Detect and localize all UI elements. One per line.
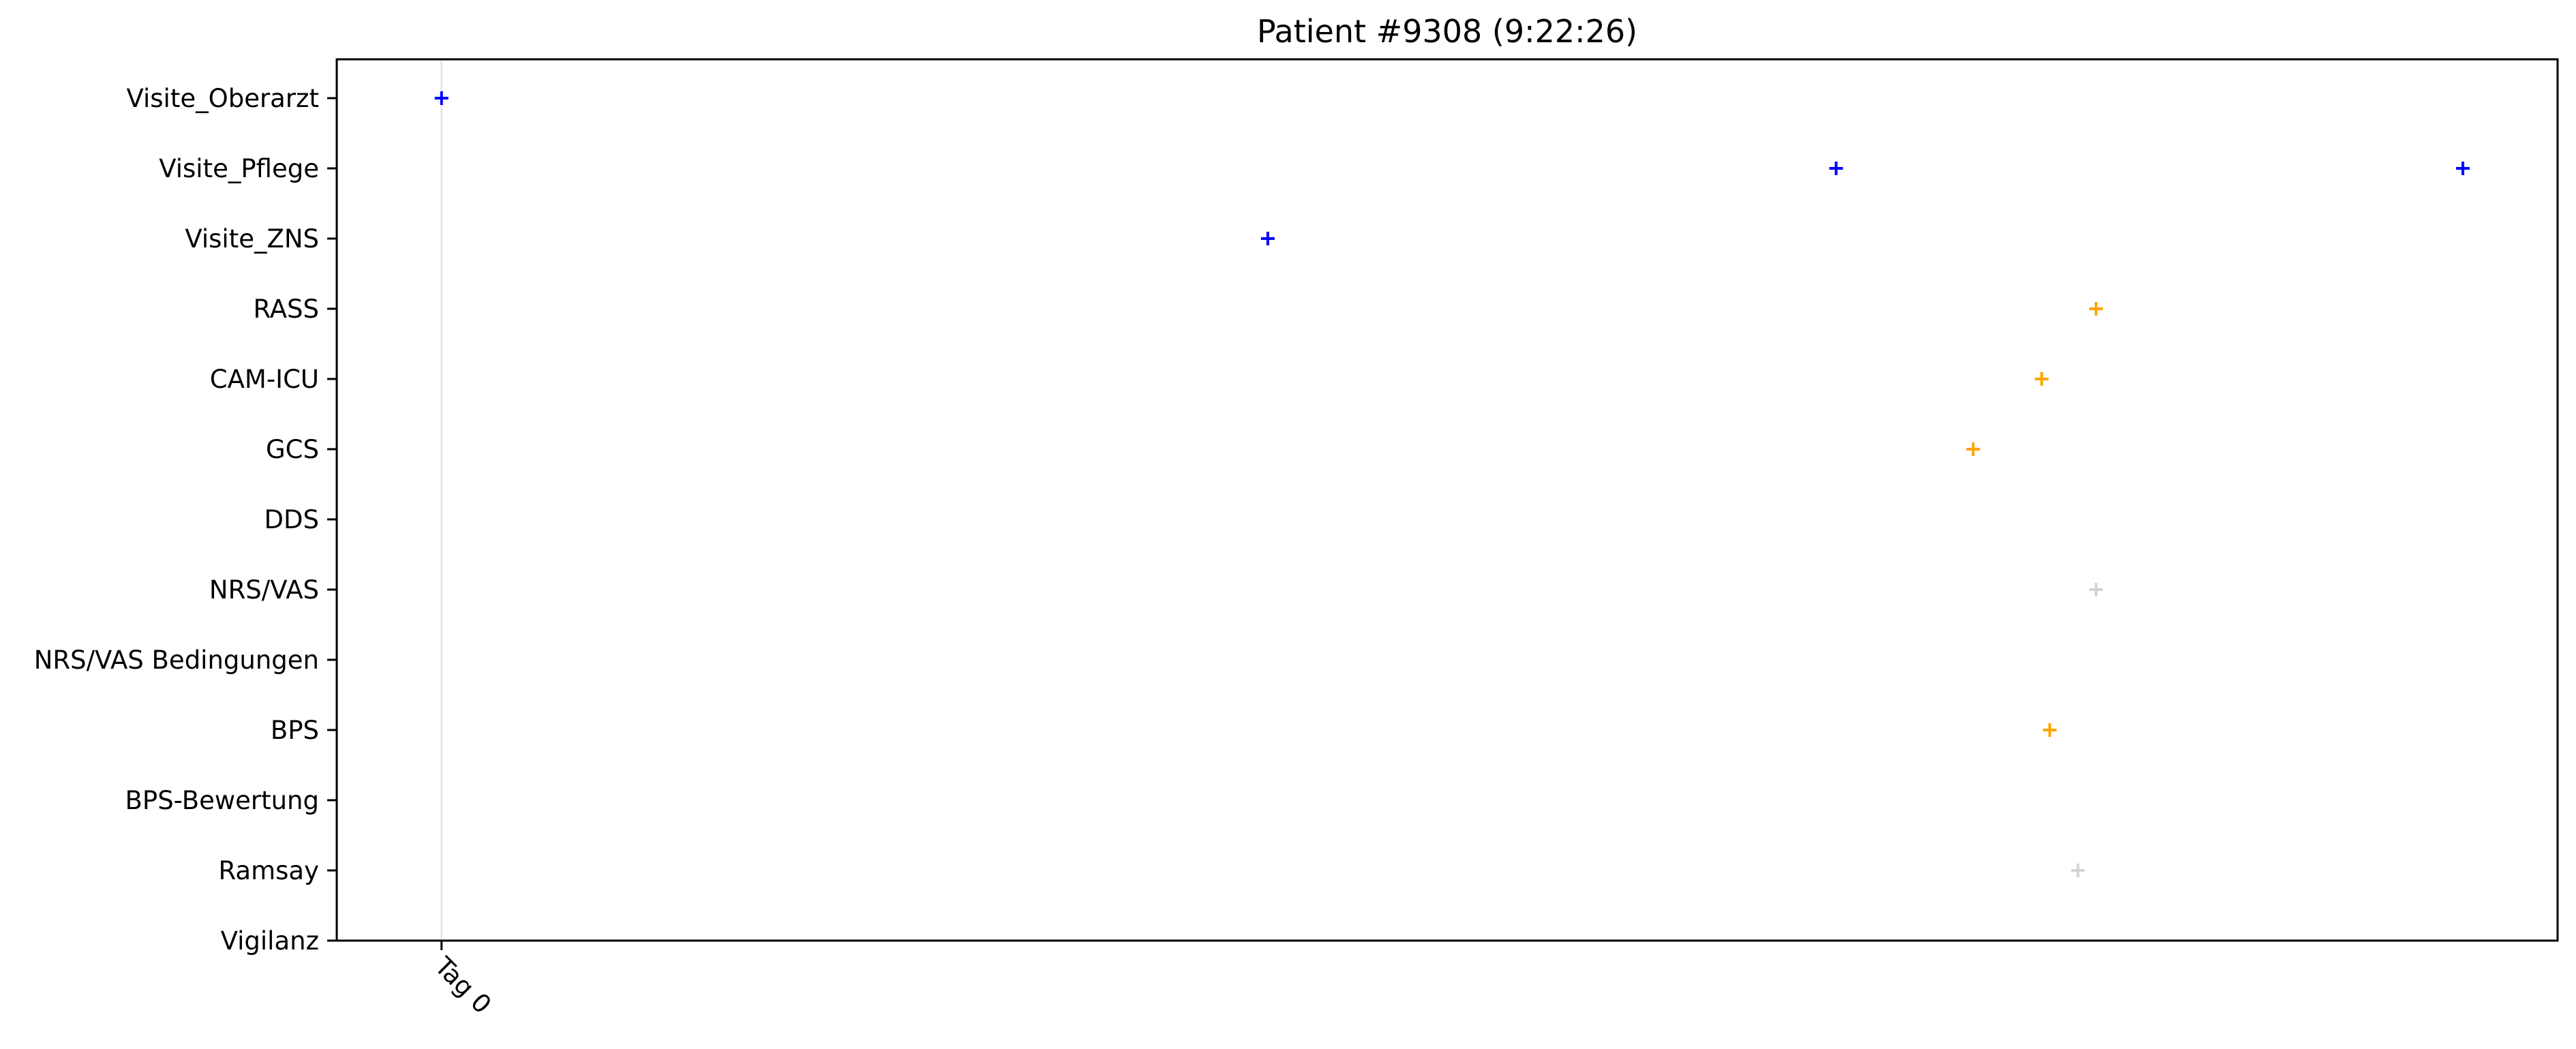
point-ramsay-9	[2071, 864, 2085, 877]
point-visite-pflege-1	[1829, 162, 1843, 175]
y-tick-label-bps-bewertung: BPS-Bewertung	[125, 786, 320, 815]
point-visite-oberarzt-0	[434, 91, 449, 105]
y-tick-label-vigilanz: Vigilanz	[221, 926, 319, 956]
y-tick-label-ramsay: Ramsay	[219, 856, 319, 885]
y-axis: Visite_Oberarzt Visite_Pflege Visite_ZNS RA…	[34, 84, 337, 956]
chart-title: Patient #9308 (9:22:26)	[1257, 13, 1637, 50]
point-rass-4	[2089, 302, 2103, 316]
point-bps-8	[2042, 723, 2057, 737]
y-tick-label-dds: DDS	[264, 505, 319, 534]
point-cam-icu-5	[2035, 372, 2049, 386]
plot-area-frame	[335, 58, 2559, 942]
point-visite-zns-3	[1260, 232, 1275, 245]
point-nrs-vas-7	[2089, 583, 2103, 596]
y-tick-label-gcs: GCS	[266, 435, 319, 464]
y-tick-label-bps: BPS	[271, 716, 319, 745]
point-gcs-6	[1966, 442, 1980, 456]
y-tick-label-visite-oberarzt: Visite_Oberarzt	[126, 84, 319, 113]
y-tick-label-cam-icu: CAM-ICU	[210, 365, 319, 394]
y-tick-label-nrs-vas-bedingungen: NRS/VAS Bedingungen	[34, 645, 319, 675]
point-visite-pflege-2	[2456, 162, 2470, 175]
y-tick-label-rass: RASS	[254, 294, 320, 324]
y-tick-label-visite-pflege: Visite_Pflege	[159, 154, 319, 183]
points-layer	[434, 91, 2470, 877]
y-tick-label-nrs-vas: NRS/VAS	[209, 575, 319, 605]
y-tick-label-visite-zns: Visite_ZNS	[185, 224, 319, 254]
